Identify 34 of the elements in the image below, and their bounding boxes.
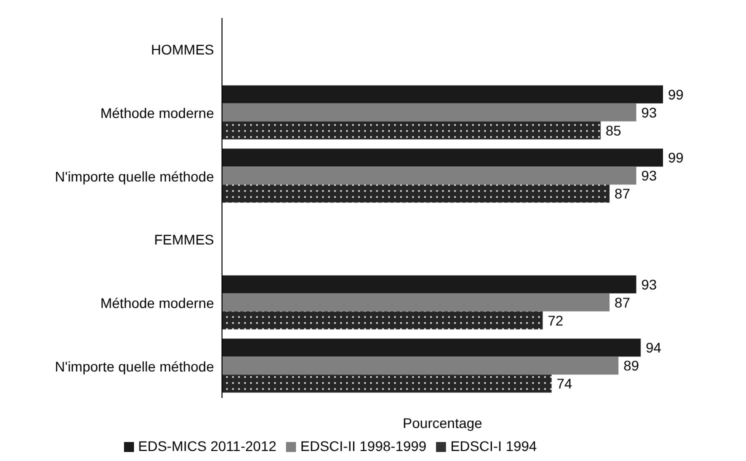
y-tick-label: N'importe quelle méthode (54, 358, 214, 374)
bar (222, 148, 663, 167)
bar (222, 184, 610, 203)
data-label: 93 (641, 276, 658, 292)
data-label: 87 (614, 186, 630, 202)
data-label: 93 (641, 168, 658, 184)
y-tick-label: N'importe quelle méthode (54, 168, 214, 184)
bar (222, 356, 618, 375)
data-label: 99 (668, 150, 684, 166)
y-tick-label: Méthode moderne (100, 104, 214, 121)
legend-label: EDS-MICS 2011-2012 (138, 438, 276, 454)
y-tick-label: HOMMES (151, 42, 214, 58)
x-axis-title: Pourcentage (402, 415, 482, 431)
data-label: 85 (606, 122, 622, 138)
legend-label: EDSCI-I 1994 (450, 438, 537, 454)
bar (222, 293, 610, 312)
y-tick-label: Méthode moderne (100, 294, 214, 311)
bar (222, 103, 636, 122)
bar (222, 311, 543, 330)
data-label: 99 (668, 86, 684, 102)
bar (222, 275, 636, 294)
data-label: 74 (556, 376, 572, 392)
data-label: 94 (646, 340, 662, 356)
y-tick-label: FEMMES (154, 232, 214, 248)
legend-label: EDSCI-II 1998-1999 (300, 438, 426, 454)
bar (222, 121, 601, 140)
bar (222, 374, 552, 393)
data-label: 87 (614, 294, 630, 310)
bar (222, 338, 641, 357)
data-label: 72 (548, 312, 564, 328)
data-label: 93 (641, 104, 658, 120)
data-label: 89 (623, 358, 640, 374)
bar (222, 166, 636, 185)
bar (222, 85, 663, 104)
